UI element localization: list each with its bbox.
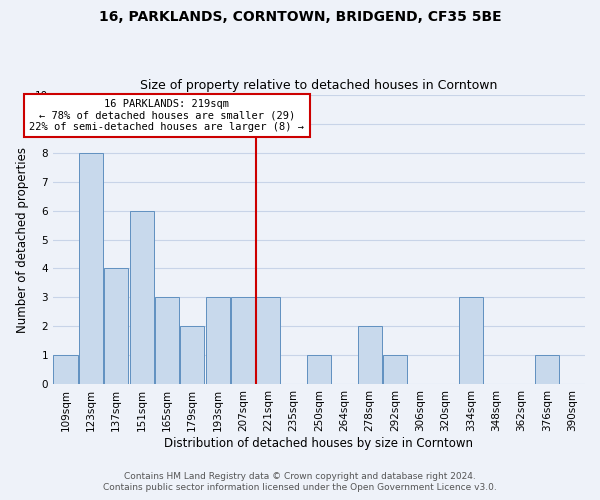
- Bar: [231, 298, 255, 384]
- Text: Contains HM Land Registry data © Crown copyright and database right 2024.
Contai: Contains HM Land Registry data © Crown c…: [103, 472, 497, 492]
- Bar: [256, 298, 280, 384]
- Text: 16 PARKLANDS: 219sqm
← 78% of detached houses are smaller (29)
22% of semi-detac: 16 PARKLANDS: 219sqm ← 78% of detached h…: [29, 99, 304, 132]
- Bar: [535, 356, 559, 384]
- Bar: [206, 298, 230, 384]
- Bar: [53, 356, 77, 384]
- Y-axis label: Number of detached properties: Number of detached properties: [16, 146, 29, 332]
- X-axis label: Distribution of detached houses by size in Corntown: Distribution of detached houses by size …: [164, 437, 473, 450]
- Bar: [104, 268, 128, 384]
- Bar: [180, 326, 204, 384]
- Bar: [307, 356, 331, 384]
- Bar: [459, 298, 483, 384]
- Text: 16, PARKLANDS, CORNTOWN, BRIDGEND, CF35 5BE: 16, PARKLANDS, CORNTOWN, BRIDGEND, CF35 …: [98, 10, 502, 24]
- Bar: [130, 210, 154, 384]
- Bar: [79, 152, 103, 384]
- Title: Size of property relative to detached houses in Corntown: Size of property relative to detached ho…: [140, 79, 497, 92]
- Bar: [155, 298, 179, 384]
- Bar: [358, 326, 382, 384]
- Bar: [383, 356, 407, 384]
